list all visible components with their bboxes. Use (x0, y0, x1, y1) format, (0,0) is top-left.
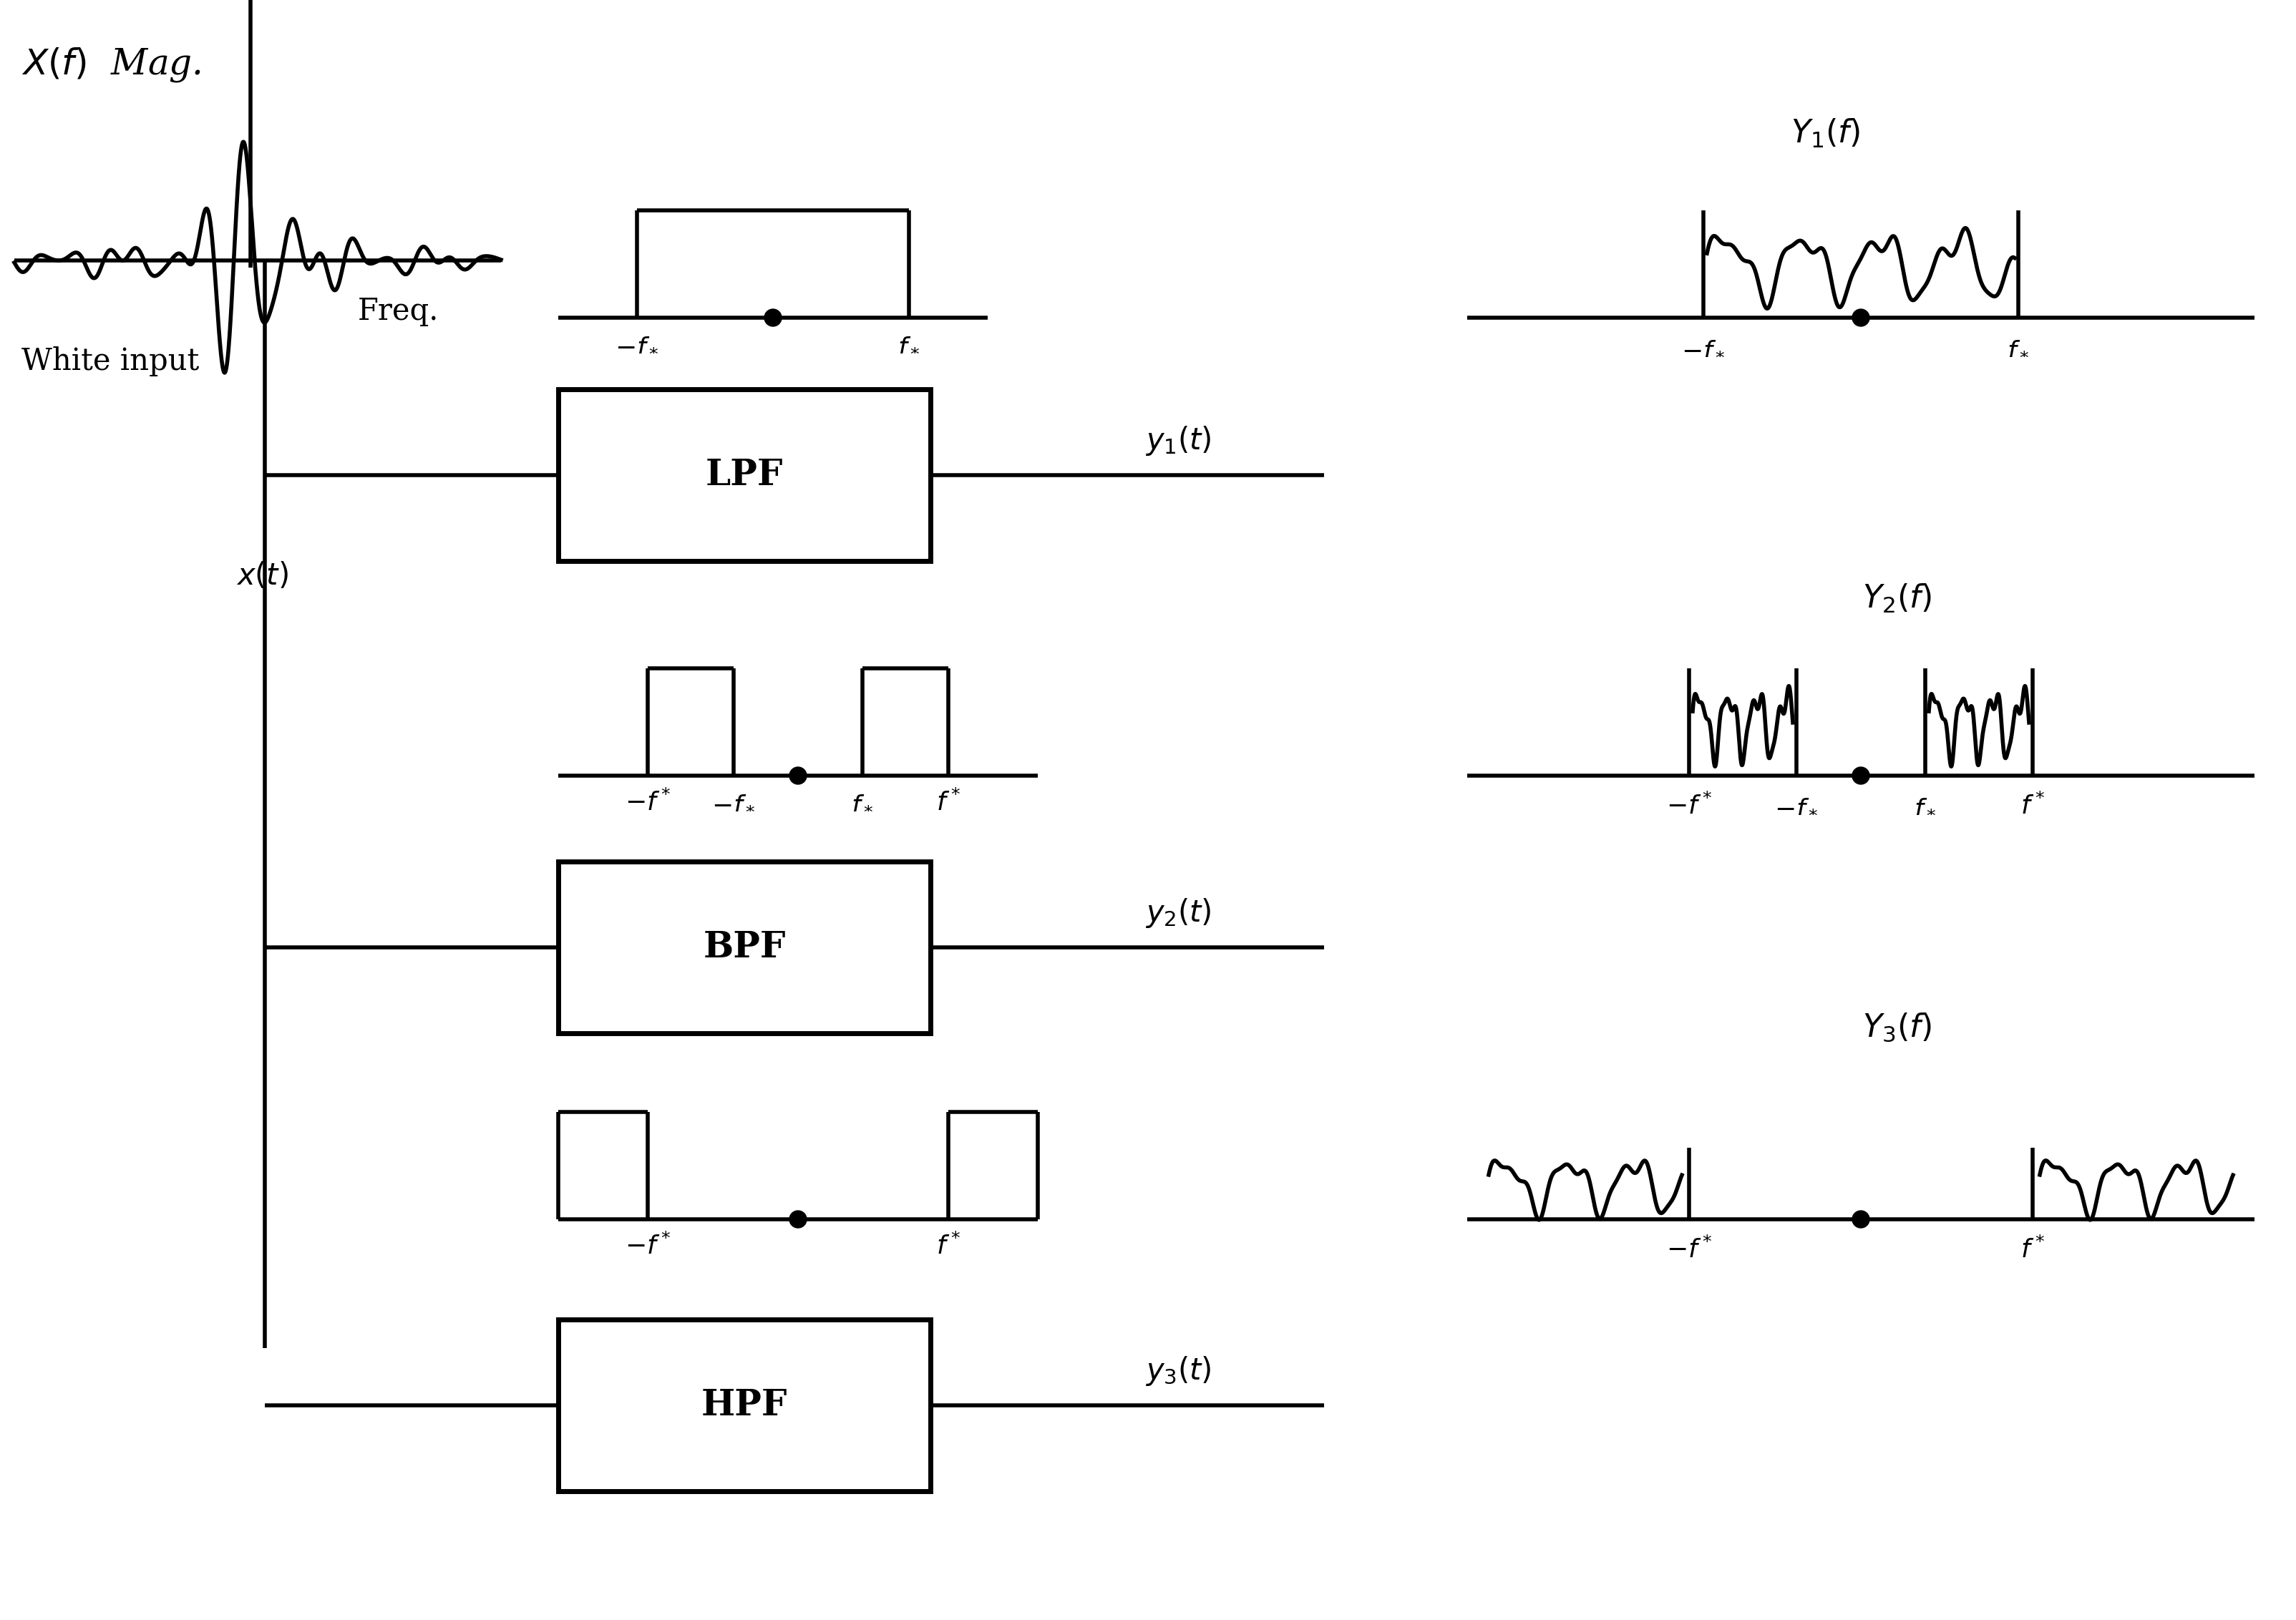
Text: $f^*$: $f^*$ (937, 791, 960, 816)
Circle shape (765, 309, 781, 326)
Circle shape (1853, 1210, 1869, 1228)
Text: $Y_3(f)$: $Y_3(f)$ (1862, 1012, 1931, 1043)
Text: $-f_*$: $-f_*$ (1681, 335, 1727, 360)
Text: $f_*$: $f_*$ (2007, 335, 2030, 360)
Text: $f^*$: $f^*$ (2020, 794, 2046, 820)
Text: $f_*$: $f_*$ (852, 791, 875, 815)
Text: White input: White input (21, 347, 200, 376)
Text: HPF: HPF (700, 1388, 788, 1422)
Bar (558, 389, 930, 561)
Text: $f^*$: $f^*$ (937, 1233, 960, 1259)
Circle shape (790, 766, 806, 784)
Text: $f_*$: $f_*$ (1915, 794, 1936, 818)
Text: $-f^*$: $-f^*$ (625, 791, 670, 816)
Text: Freq.: Freq. (358, 296, 439, 326)
Text: $-f_*$: $-f_*$ (712, 791, 755, 815)
Text: $Y_1(f)$: $Y_1(f)$ (1791, 117, 1860, 149)
Text: $-f^*$: $-f^*$ (625, 1233, 670, 1259)
Text: $-f_*$: $-f_*$ (615, 332, 659, 356)
Text: $f^*$: $f^*$ (2020, 1238, 2046, 1264)
Circle shape (1853, 309, 1869, 326)
Bar (558, 862, 930, 1034)
Text: $-f^*$: $-f^*$ (1667, 1238, 1713, 1264)
Text: $-f^*$: $-f^*$ (1667, 794, 1713, 820)
Circle shape (1853, 766, 1869, 784)
Text: $f_*$: $f_*$ (898, 332, 921, 356)
Text: $Y_2(f)$: $Y_2(f)$ (1862, 583, 1931, 616)
Text: $y_3(t)$: $y_3(t)$ (1146, 1354, 1212, 1387)
Circle shape (790, 1210, 806, 1228)
Text: BPF: BPF (703, 930, 785, 966)
Text: $X(f)$  Mag.: $X(f)$ Mag. (21, 45, 202, 84)
Text: $x(t)$: $x(t)$ (236, 561, 289, 591)
Text: $-f_*$: $-f_*$ (1775, 794, 1818, 818)
Text: $y_1(t)$: $y_1(t)$ (1146, 424, 1212, 457)
Text: LPF: LPF (705, 457, 783, 492)
Bar (558, 1319, 930, 1490)
Text: $y_2(t)$: $y_2(t)$ (1146, 896, 1212, 930)
